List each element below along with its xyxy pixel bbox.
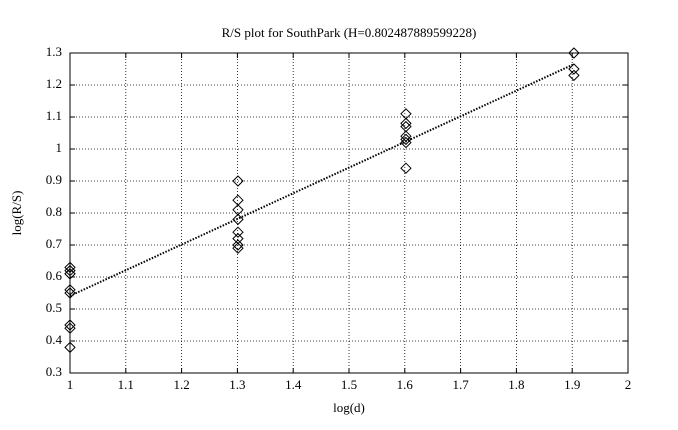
y-axis-label: log(R/S) — [9, 191, 24, 236]
x-tick-label: 1.5 — [341, 377, 357, 392]
x-tick-label: 1 — [67, 377, 74, 392]
data-point — [232, 242, 244, 254]
plot-frame — [69, 52, 629, 374]
x-tick-label: 2 — [625, 377, 632, 392]
x-tick-label: 1.2 — [173, 377, 189, 392]
x-tick-label: 1.7 — [452, 377, 469, 392]
x-tick-label: 1.8 — [508, 377, 524, 392]
x-tick-label: 1.1 — [118, 377, 134, 392]
data-point — [232, 213, 244, 226]
data-point — [64, 341, 76, 354]
data-point — [64, 268, 76, 280]
y-tick-label: 1.3 — [46, 44, 62, 59]
data-point — [64, 264, 76, 277]
data-point — [64, 261, 76, 274]
y-tick-label: 0.7 — [46, 236, 63, 251]
y-tick-label: 1.2 — [46, 76, 62, 91]
y-tick-label: 0.8 — [46, 204, 62, 219]
data-point — [568, 63, 580, 75]
data-point — [64, 322, 76, 334]
y-tick-label: 0.6 — [46, 268, 63, 283]
y-tick-label: 0.4 — [46, 332, 63, 347]
x-tick-label: 1.4 — [285, 377, 302, 392]
data-point — [400, 117, 412, 130]
data-point — [64, 287, 76, 299]
y-tick-label: 0.9 — [46, 172, 62, 187]
data-point — [232, 175, 244, 187]
data-point — [232, 226, 244, 238]
data-point — [400, 162, 412, 174]
chart-title: R/S plot for SouthPark (H=0.802487889599… — [222, 25, 477, 40]
data-point — [400, 133, 412, 146]
data-point — [568, 69, 580, 82]
data-point — [232, 239, 244, 251]
data-point — [568, 47, 580, 59]
y-tick-label: 1 — [56, 140, 63, 155]
x-tick-label: 1.6 — [397, 377, 414, 392]
data-point — [64, 319, 76, 331]
y-tick-label: 1.1 — [46, 108, 62, 123]
x-tick-label: 1.9 — [564, 377, 580, 392]
y-tick-label: 0.5 — [46, 300, 62, 315]
x-axis-label: log(d) — [333, 400, 365, 415]
fit-line — [69, 63, 575, 297]
x-tick-label: 1.3 — [229, 377, 245, 392]
y-tick-label: 0.3 — [46, 364, 62, 379]
